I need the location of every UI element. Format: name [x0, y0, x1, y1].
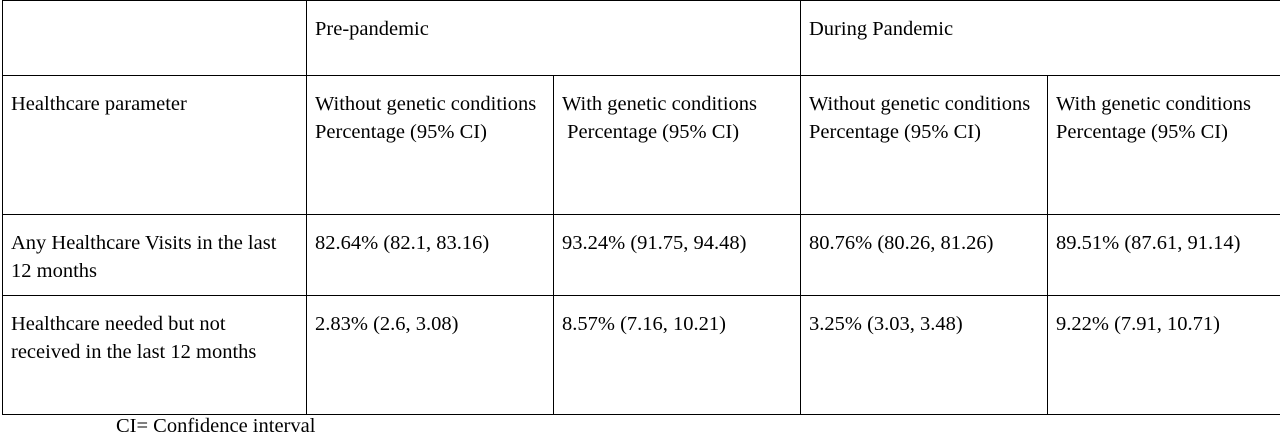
column-header-row: Healthcare parameter Without genetic con…: [2, 75, 1280, 215]
column-header-during-without: Without genetic conditions Percentage (9…: [800, 75, 1048, 215]
table-cell: 8.57% (7.16, 10.21): [553, 295, 801, 415]
healthcare-table: Pre-pandemic During Pandemic Healthcare …: [2, 0, 1280, 415]
empty-corner-cell: [2, 0, 307, 76]
table-cell: 9.22% (7.91, 10.71): [1046, 295, 1280, 415]
group-header-during-pandemic: During Pandemic: [799, 0, 1280, 76]
table-row: Healthcare needed but not received in th…: [2, 295, 1280, 415]
group-header-row: Pre-pandemic During Pandemic: [2, 0, 1280, 76]
footnote: CI= Confidence interval: [116, 415, 316, 437]
column-header-parameter: Healthcare parameter: [2, 75, 307, 215]
row-parameter-cell: Any Healthcare Visits in the last 12 mon…: [2, 214, 307, 296]
table-cell: 89.51% (87.61, 91.14): [1046, 214, 1280, 296]
table-cell: 80.76% (80.26, 81.26): [800, 214, 1048, 296]
table-cell: 3.25% (3.03, 3.48): [800, 295, 1048, 415]
group-header-pre-pandemic: Pre-pandemic: [306, 0, 801, 76]
column-header-pre-with: With genetic conditions Percentage (95% …: [553, 75, 801, 215]
table-cell: 93.24% (91.75, 94.48): [553, 214, 801, 296]
table-row: Any Healthcare Visits in the last 12 mon…: [2, 214, 1280, 296]
column-header-during-with: With genetic conditions Percentage (95% …: [1046, 75, 1280, 215]
table-cell: 82.64% (82.1, 83.16): [306, 214, 554, 296]
table-cell: 2.83% (2.6, 3.08): [306, 295, 554, 415]
row-parameter-cell: Healthcare needed but not received in th…: [2, 295, 307, 415]
column-header-pre-without: Without genetic conditions Percentage (9…: [306, 75, 554, 215]
